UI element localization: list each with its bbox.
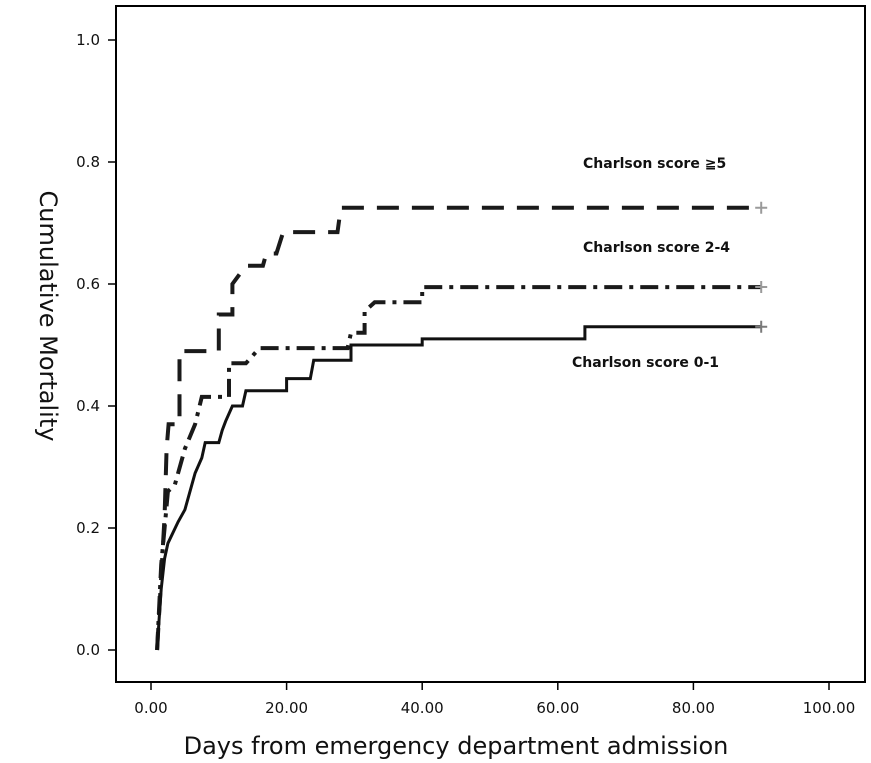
censor-marks: [755, 201, 768, 333]
y-tick-label: 0.4: [76, 397, 100, 415]
x-tick-label: 60.00: [536, 699, 579, 717]
censor-mark-charlson-score-2-4: [755, 281, 768, 294]
series-label-charlson-0-1: Charlson score 0-1: [572, 355, 719, 371]
censor-mark-charlson-score-0-1: [755, 320, 768, 333]
x-tick-label: 20.00: [265, 699, 308, 717]
y-tick-label: 0.6: [76, 275, 100, 293]
y-tick-label: 1.0: [76, 31, 100, 49]
x-axis-ticks: 0.00 20.00 40.00 60.00 80.00 100.00: [134, 682, 855, 717]
y-axis-title: Cumulative Mortality: [34, 191, 62, 442]
y-tick-label: 0.0: [76, 641, 100, 659]
y-tick-label: 0.2: [76, 519, 100, 537]
y-axis-ticks: 0.0 0.2 0.4 0.6 0.8 1.0: [76, 31, 116, 659]
series-line-charlson-score-2-4: [155, 285, 762, 651]
series-line-charlson-score-5: [155, 205, 762, 651]
y-tick-label: 0.8: [76, 153, 100, 171]
x-tick-label: 100.00: [803, 699, 856, 717]
x-tick-label: 80.00: [672, 699, 715, 717]
series-line-charlson-score-0-1: [155, 325, 762, 651]
x-axis-title: Days from emergency department admission: [184, 732, 729, 760]
series-label-charlson-2-4: Charlson score 2-4: [583, 240, 730, 256]
series-lines: [155, 205, 762, 651]
x-tick-label: 40.00: [401, 699, 444, 717]
plot-frame: [115, 5, 866, 683]
censor-mark-charlson-score-5: [755, 201, 768, 214]
series-label-charlson-5plus: Charlson score ≧5: [583, 156, 726, 172]
x-tick-label: 0.00: [134, 699, 167, 717]
